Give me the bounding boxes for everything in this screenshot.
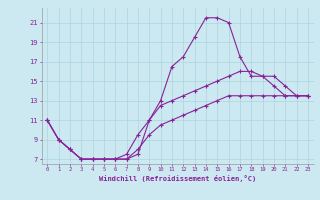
- X-axis label: Windchill (Refroidissement éolien,°C): Windchill (Refroidissement éolien,°C): [99, 175, 256, 182]
